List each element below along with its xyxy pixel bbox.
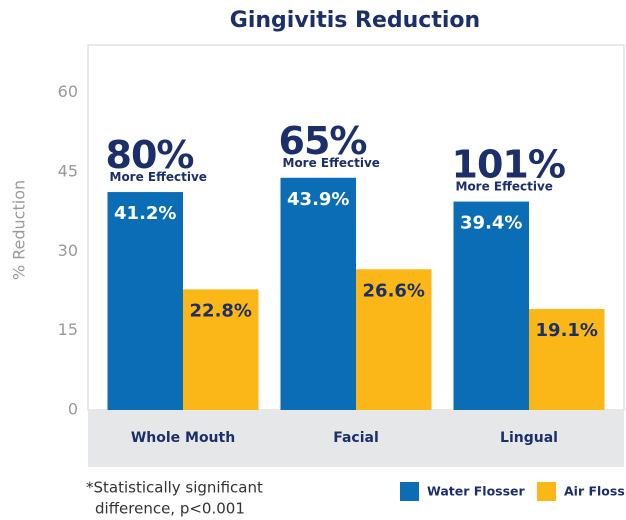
x-tick-label: Facial — [333, 430, 379, 446]
x-tick-label: Whole Mouth — [131, 430, 235, 446]
value-label: 19.1% — [536, 320, 598, 341]
chart-title: Gingivitis Reduction — [230, 8, 480, 33]
bar — [183, 289, 259, 410]
value-label: 43.9% — [287, 189, 349, 210]
footnote: difference, p<0.001 — [95, 500, 245, 518]
annotation-text: More Effective — [456, 180, 553, 194]
value-label: 26.6% — [363, 280, 425, 301]
bar — [356, 269, 432, 410]
x-tick-label: Lingual — [500, 430, 558, 446]
y-tick-label: 0 — [68, 400, 78, 419]
annotation-value: 80% — [106, 133, 194, 177]
y-tick-label: 15 — [58, 320, 78, 339]
category-band — [88, 410, 624, 467]
y-tick-label: 45 — [58, 161, 78, 180]
y-tick-label: 30 — [58, 241, 78, 260]
value-label: 22.8% — [190, 300, 252, 321]
annotation-text: More Effective — [283, 156, 380, 170]
bar — [529, 308, 605, 410]
value-label: 41.2% — [114, 203, 176, 224]
annotation-value: 65% — [279, 119, 367, 163]
legend-swatch — [537, 482, 556, 501]
footnote: *Statistically significant — [86, 479, 263, 497]
value-label: 39.4% — [460, 213, 522, 234]
bar — [280, 177, 356, 410]
annotation-value: 101% — [452, 143, 565, 187]
annotation-text: More Effective — [110, 170, 207, 184]
legend-label: Water Flosser — [427, 484, 526, 499]
bar — [453, 201, 529, 410]
legend-swatch — [400, 482, 419, 501]
y-tick-label: 60 — [58, 82, 78, 101]
bar — [107, 192, 183, 410]
y-axis-label: % Reduction — [10, 180, 29, 280]
legend-label: Air Floss — [564, 484, 625, 499]
